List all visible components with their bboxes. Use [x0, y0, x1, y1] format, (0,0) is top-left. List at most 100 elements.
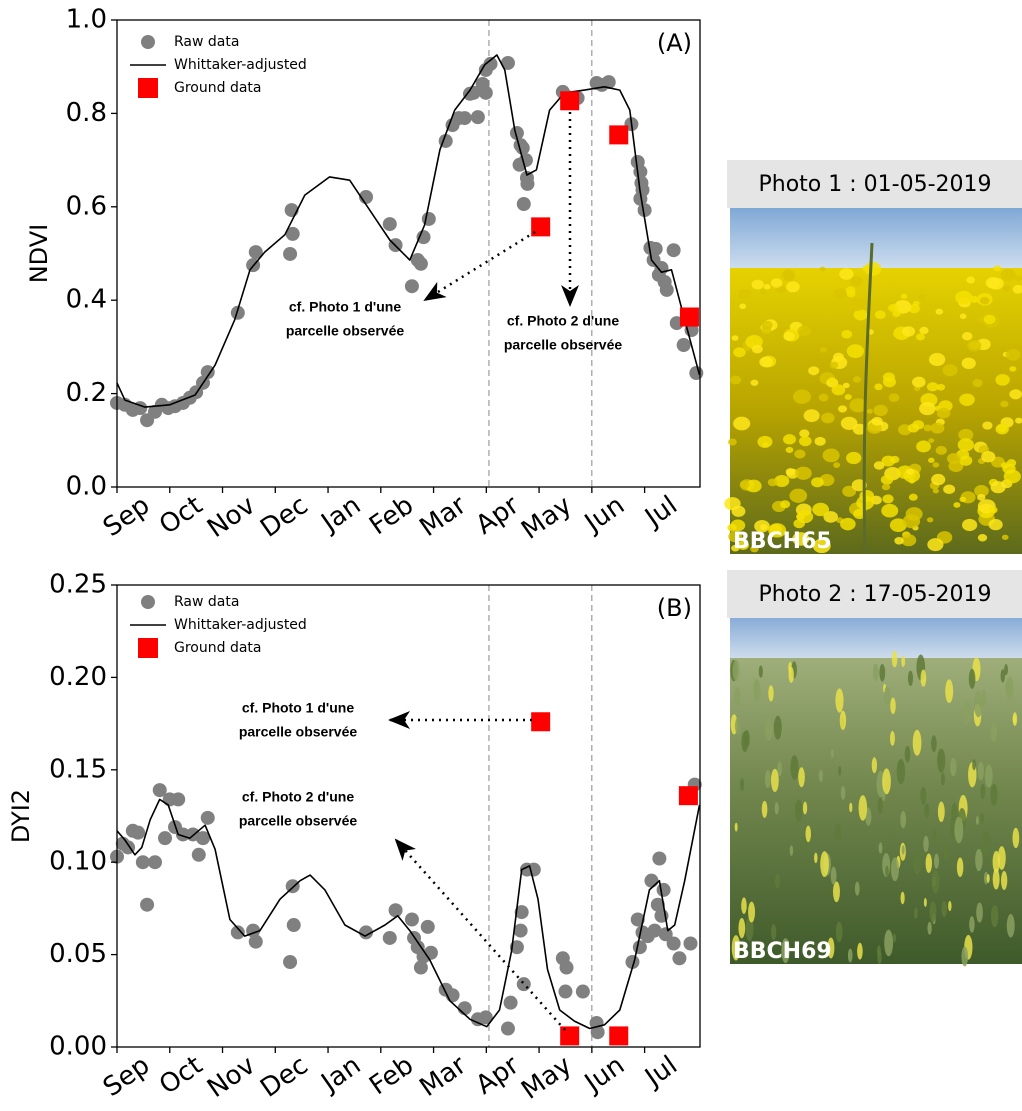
photo-texture: [820, 851, 829, 878]
annotation-arrow: [394, 838, 566, 1031]
photo-texture: [731, 544, 740, 552]
photo-texture: [990, 904, 999, 928]
photo-texture: [771, 768, 779, 793]
photo-texture: [888, 393, 900, 402]
photo-texture: [973, 690, 983, 718]
raw-point: [191, 847, 206, 862]
photo-texture: [919, 402, 936, 416]
y-axis-label: NDVI: [25, 224, 53, 284]
photo-texture: [1009, 366, 1017, 372]
photo-texture: [986, 873, 990, 883]
y-tick-label: 0.8: [66, 98, 107, 128]
photo-texture: [858, 795, 868, 821]
photo-texture: [882, 494, 894, 504]
photo-texture: [873, 404, 888, 417]
photo-texture: [918, 293, 927, 301]
legend-label: Whittaker-adjusted: [174, 617, 307, 633]
raw-point: [658, 927, 673, 942]
photo-texture: [728, 531, 743, 543]
y-tick-label: 0.10: [49, 847, 107, 877]
raw-point: [514, 905, 529, 920]
photo-texture: [739, 480, 750, 489]
photo-texture: [1003, 469, 1021, 484]
plot: [110, 20, 704, 487]
x-tick-label: Apr: [471, 1050, 525, 1101]
x-tick-label: Apr: [471, 490, 525, 541]
photo-texture: [961, 357, 976, 369]
photo-texture: [967, 339, 982, 352]
photo-texture: [941, 900, 947, 918]
x-tick-label: Mar: [414, 490, 472, 543]
photo-texture: [990, 783, 998, 806]
photo-texture: [894, 300, 912, 314]
annotation-text: parcelle observée: [239, 724, 358, 740]
photo-texture: [977, 534, 988, 542]
legend-label: Whittaker-adjusted: [174, 57, 307, 73]
photo-title: Photo 1 : 01-05-2019: [759, 172, 992, 197]
photo-texture: [842, 485, 857, 497]
photo-texture: [812, 538, 831, 554]
photo-texture: [728, 438, 737, 446]
photo-texture: [857, 942, 863, 960]
photo-texture: [808, 366, 820, 376]
photo-texture: [901, 845, 905, 855]
photo-texture: [912, 376, 926, 388]
photo-texture: [958, 428, 974, 441]
photo-texture: [833, 288, 848, 300]
photo-texture: [988, 277, 1004, 290]
y-tick-label: 0.0: [66, 472, 107, 502]
photo-texture: [770, 923, 777, 941]
photo-texture: [852, 423, 867, 435]
raw-point: [559, 960, 574, 975]
annotation-text: cf. Photo 1 d'une: [242, 700, 354, 716]
y-axis-label: DYI2: [7, 789, 35, 843]
photo-texture: [927, 538, 944, 552]
photo-texture: [932, 488, 939, 494]
photo-texture: [948, 900, 952, 912]
legend-marker: [141, 35, 155, 49]
legend-marker: [141, 595, 155, 609]
raw-point: [152, 783, 167, 798]
photo-texture: [731, 935, 741, 961]
photo-texture: [878, 842, 883, 854]
photo-texture: [731, 505, 746, 517]
raw-point: [413, 960, 428, 975]
ground-point: [609, 1026, 629, 1046]
x-tick-label: Jul: [638, 1050, 683, 1094]
photo-texture: [1000, 870, 1008, 890]
photo-texture: [989, 506, 998, 514]
photo-texture: [786, 281, 800, 293]
legend-label: Ground data: [174, 80, 261, 96]
y-tick-label: 0.25: [49, 570, 107, 600]
photo-texture: [796, 510, 814, 524]
raw-point: [689, 366, 704, 381]
raw-point: [500, 55, 515, 70]
photo-texture: [838, 766, 842, 776]
photo-texture: [802, 801, 808, 815]
photo-texture: [959, 313, 967, 319]
photo-texture: [773, 715, 782, 740]
photo-texture: [750, 545, 759, 553]
photo-texture: [819, 347, 827, 353]
raw-point: [230, 305, 245, 320]
photo-texture: [833, 462, 841, 468]
photo-texture: [1000, 269, 1016, 282]
photo-texture: [916, 333, 925, 341]
photo-texture: [783, 331, 795, 341]
photo: [724, 208, 1022, 555]
photo-texture: [732, 659, 740, 681]
photo-texture: [1000, 400, 1009, 408]
photo: [730, 618, 1022, 967]
photo-texture: [730, 375, 742, 385]
photo-texture: [889, 731, 895, 746]
x-tick-label: May: [516, 1050, 577, 1105]
photo-texture: [961, 332, 973, 341]
photo-texture: [849, 298, 866, 312]
photo-texture: [803, 409, 820, 423]
photo-texture: [924, 803, 930, 818]
photo-texture: [871, 416, 883, 426]
y-tick-label: 0.05: [49, 939, 107, 969]
photo-texture: [954, 816, 964, 844]
annotation-text: parcelle observée: [239, 813, 358, 829]
photo-texture: [733, 347, 746, 358]
